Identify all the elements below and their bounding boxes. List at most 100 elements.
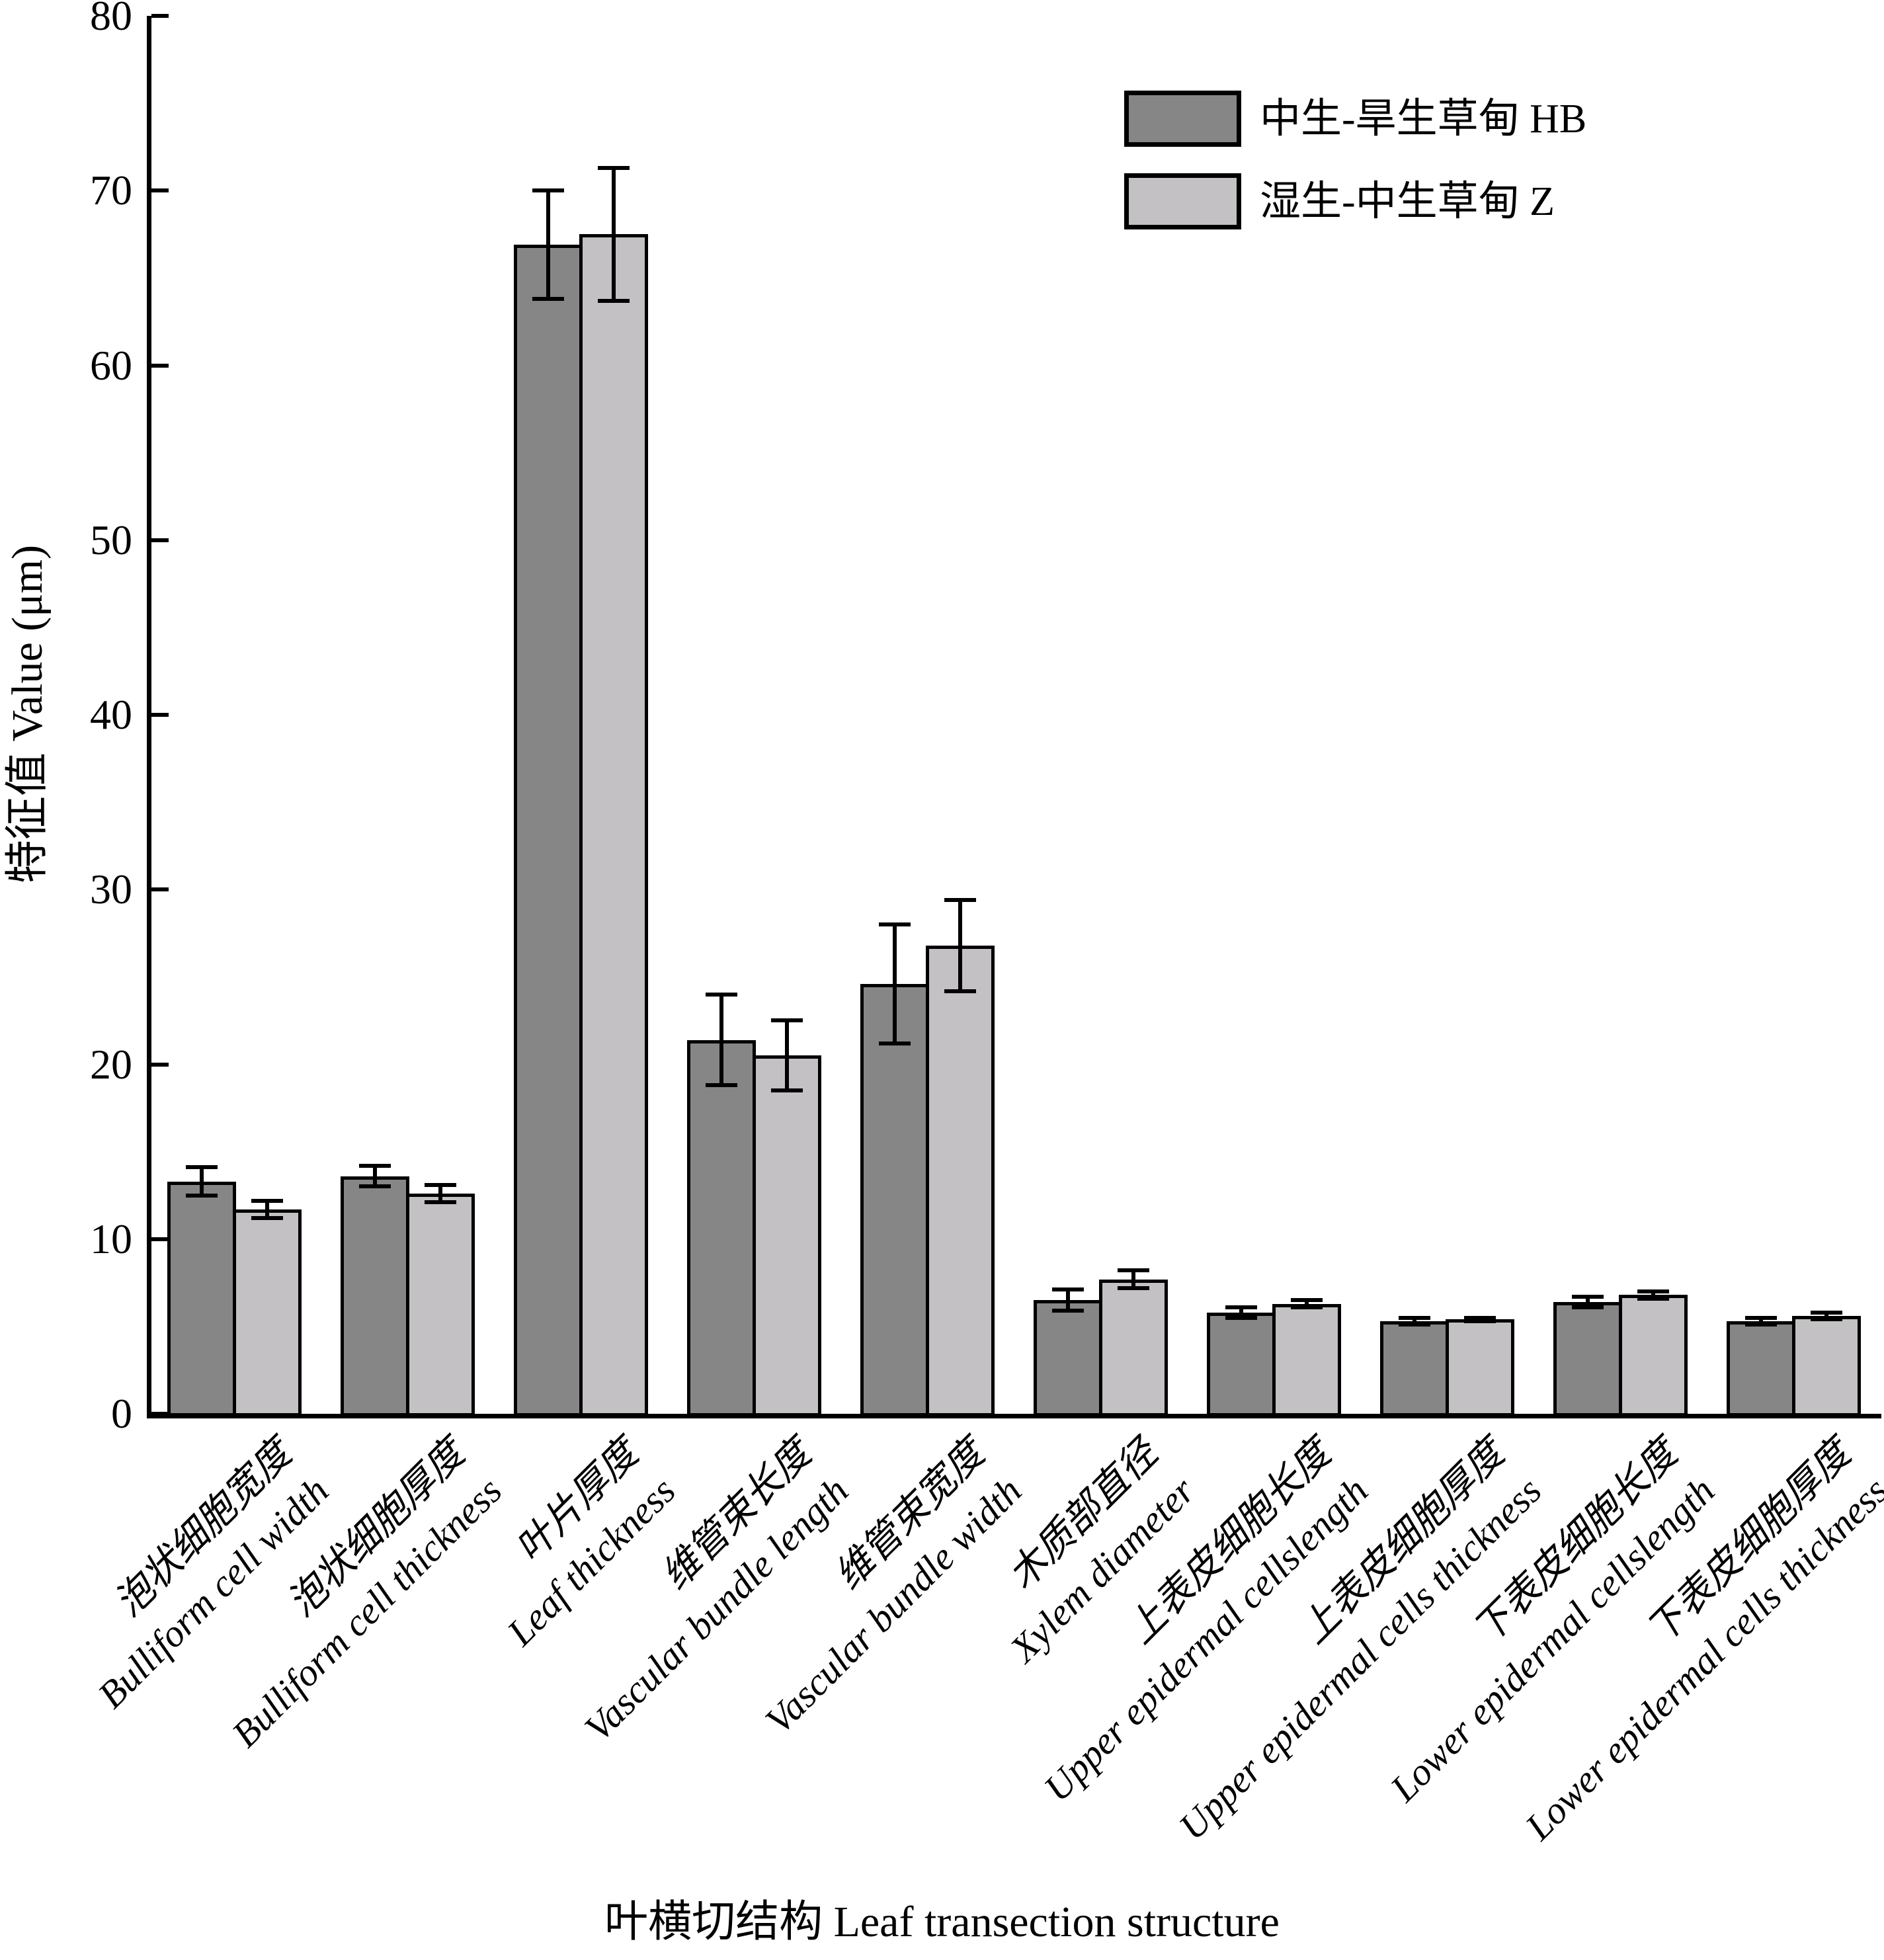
bar-hb: [167, 1181, 236, 1416]
y-tick-label: 30: [90, 866, 132, 913]
error-bar-cap-top: [944, 898, 976, 903]
x-axis-title: 叶横切结构 Leaf transection structure: [604, 1898, 1280, 1946]
error-bar-cap-bottom: [1464, 1319, 1496, 1323]
bar-hb: [860, 983, 929, 1416]
x-axis-spine: [147, 1414, 1881, 1418]
bar-z: [1619, 1295, 1688, 1416]
error-bar-line: [1305, 1300, 1309, 1307]
y-tick-mark: [151, 1062, 169, 1067]
y-tick-label: 20: [90, 1040, 132, 1088]
error-bar-cap-top: [1399, 1315, 1430, 1320]
y-tick-mark: [151, 538, 169, 542]
bar-z: [233, 1209, 302, 1416]
y-tick-label: 70: [90, 167, 132, 214]
bar-z: [579, 234, 648, 1416]
bar-hb: [1553, 1301, 1622, 1416]
error-bar-cap-bottom: [1745, 1323, 1777, 1327]
error-bar-cap-top: [706, 992, 737, 997]
bar-hb: [1727, 1321, 1795, 1416]
error-bar-cap-top: [1052, 1287, 1084, 1292]
error-bar-line: [1066, 1289, 1070, 1311]
legend-swatch-z: [1124, 173, 1241, 229]
error-bar-cap-bottom: [1291, 1305, 1323, 1309]
error-bar-cap-top: [598, 165, 630, 170]
y-tick-label: 10: [90, 1215, 132, 1262]
error-bar-cap-top: [1291, 1298, 1323, 1303]
bar-hb: [1034, 1300, 1102, 1416]
y-axis-spine: [147, 16, 151, 1418]
bar-hb: [514, 245, 583, 1416]
y-tick-label: 50: [90, 516, 132, 563]
error-bar-cap-bottom: [944, 989, 976, 993]
error-bar-cap-top: [1811, 1310, 1842, 1315]
error-bar-cap-top: [251, 1198, 283, 1203]
y-tick-mark: [151, 713, 169, 717]
error-bar-line: [546, 190, 550, 300]
y-tick-mark: [151, 14, 169, 18]
error-bar-line: [785, 1020, 789, 1091]
error-bar-line: [1824, 1312, 1828, 1320]
error-bar-cap-top: [425, 1182, 456, 1187]
bar-hb: [1207, 1312, 1276, 1416]
error-bar-line: [893, 924, 897, 1043]
error-bar-line: [1586, 1296, 1590, 1307]
bar-z: [406, 1194, 475, 1416]
bar-z: [1446, 1319, 1514, 1416]
legend-swatch-hb: [1124, 91, 1241, 147]
bar-z: [1099, 1279, 1168, 1416]
error-bar-cap-top: [1118, 1268, 1149, 1273]
error-bar-cap-bottom: [1637, 1296, 1669, 1301]
y-tick-mark: [151, 1237, 169, 1241]
error-bar-cap-top: [1745, 1315, 1777, 1320]
error-bar-cap-top: [532, 188, 564, 193]
error-bar-cap-top: [1225, 1305, 1257, 1309]
error-bar-line: [1239, 1307, 1243, 1318]
error-bar-cap-top: [186, 1165, 218, 1170]
error-bar-cap-bottom: [1052, 1309, 1084, 1313]
y-tick-label: 60: [90, 341, 132, 389]
y-tick-label: 0: [111, 1390, 132, 1437]
error-bar-line: [612, 167, 616, 301]
error-bar-line: [373, 1165, 377, 1187]
bar-z: [1792, 1316, 1861, 1416]
error-bar-line: [1759, 1317, 1763, 1325]
error-bar-cap-bottom: [771, 1088, 803, 1093]
error-bar-cap-bottom: [1811, 1317, 1842, 1322]
error-bar-cap-top: [771, 1018, 803, 1023]
y-tick-mark: [151, 1412, 169, 1416]
bar-hb: [1380, 1321, 1449, 1416]
error-bar-line: [438, 1184, 442, 1203]
error-bar-cap-top: [1572, 1294, 1604, 1299]
bar-hb: [341, 1176, 409, 1416]
error-bar-line: [265, 1200, 269, 1219]
y-tick-label: 40: [90, 691, 132, 738]
error-bar-cap-top: [879, 922, 911, 927]
error-bar-line: [719, 994, 723, 1086]
y-tick-mark: [151, 887, 169, 892]
error-bar-cap-top: [1464, 1315, 1496, 1320]
error-bar-cap-bottom: [532, 297, 564, 302]
error-bar-cap-bottom: [1399, 1323, 1430, 1327]
y-tick-mark: [151, 188, 169, 193]
bar-hb: [687, 1040, 756, 1416]
error-bar-line: [1413, 1317, 1416, 1325]
error-bar-cap-bottom: [251, 1216, 283, 1221]
bar-z: [753, 1055, 821, 1416]
error-bar-cap-bottom: [1118, 1286, 1149, 1290]
bar-z: [1272, 1303, 1341, 1416]
error-bar-line: [200, 1167, 204, 1196]
legend-label-z: 湿生-中生草甸 Z: [1260, 179, 1555, 224]
y-tick-mark: [151, 363, 169, 368]
legend-label-hb: 中生-旱生草甸 HB: [1260, 96, 1587, 142]
error-bar-cap-bottom: [425, 1200, 456, 1205]
error-bar-line: [1651, 1291, 1655, 1299]
y-tick-label: 80: [90, 0, 132, 39]
error-bar-line: [958, 900, 962, 991]
error-bar-cap-top: [359, 1163, 391, 1168]
error-bar-cap-bottom: [1572, 1305, 1604, 1309]
error-bar-cap-bottom: [598, 298, 630, 303]
bar-z: [926, 945, 995, 1416]
error-bar-cap-bottom: [1225, 1315, 1257, 1320]
error-bar-cap-bottom: [879, 1041, 911, 1045]
error-bar-cap-bottom: [359, 1184, 391, 1189]
